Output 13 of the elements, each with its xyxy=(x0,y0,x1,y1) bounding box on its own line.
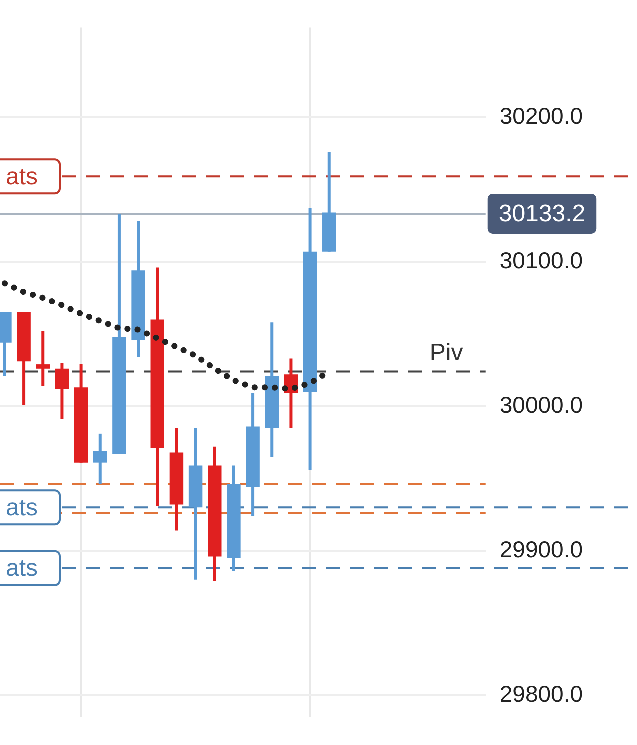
ref-line-label: ats xyxy=(6,163,38,190)
y-tick-label: 30000.0 xyxy=(500,392,583,418)
y-tick-label: 29800.0 xyxy=(500,680,583,707)
ref-line-label: ats xyxy=(6,494,38,522)
annotation: Piv xyxy=(430,339,464,366)
y-tick-label: 30200.0 xyxy=(500,102,583,129)
y-tick-label: 30100.0 xyxy=(500,247,583,274)
ref-line-label: ats xyxy=(6,554,38,582)
candlestick xyxy=(94,434,108,485)
candlestick xyxy=(55,363,70,420)
candlestick xyxy=(36,331,50,386)
ref-line-label: 30133.2 xyxy=(498,200,586,228)
y-tick-label: 29900.0 xyxy=(500,536,583,562)
